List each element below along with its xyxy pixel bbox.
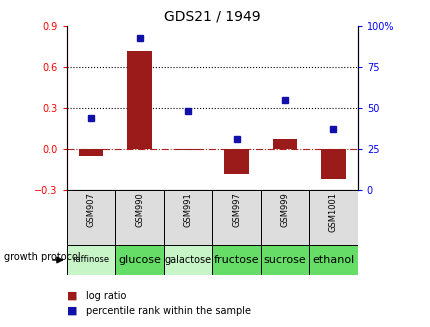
Text: glucose: glucose — [118, 255, 160, 265]
Bar — [127, 51, 151, 149]
Bar — [115, 245, 163, 275]
Text: GSM907: GSM907 — [86, 192, 95, 227]
Bar — [260, 190, 309, 245]
Text: GSM991: GSM991 — [183, 192, 192, 227]
Text: ■: ■ — [67, 291, 77, 301]
Text: growth protocol: growth protocol — [4, 252, 81, 262]
Bar — [163, 245, 212, 275]
Text: GSM1001: GSM1001 — [328, 192, 337, 232]
Bar — [212, 245, 260, 275]
Text: GSM990: GSM990 — [135, 192, 144, 227]
Text: sucrose: sucrose — [263, 255, 306, 265]
Bar — [175, 149, 200, 150]
Bar — [212, 190, 260, 245]
Title: GDS21 / 1949: GDS21 / 1949 — [163, 9, 260, 24]
Bar — [67, 190, 115, 245]
Text: log ratio: log ratio — [86, 291, 126, 301]
Text: raffinose: raffinose — [72, 255, 109, 265]
Text: ■: ■ — [67, 306, 77, 316]
Text: galactose: galactose — [164, 255, 211, 265]
Text: ethanol: ethanol — [312, 255, 354, 265]
Text: GSM999: GSM999 — [280, 192, 289, 227]
Bar — [309, 190, 357, 245]
Bar — [321, 149, 345, 179]
Text: GSM997: GSM997 — [231, 192, 240, 227]
Bar — [224, 149, 248, 174]
Bar — [79, 149, 103, 156]
Bar — [272, 139, 296, 149]
Bar — [163, 190, 212, 245]
Bar — [309, 245, 357, 275]
Bar — [115, 190, 163, 245]
Bar — [67, 245, 115, 275]
Text: percentile rank within the sample: percentile rank within the sample — [86, 306, 251, 316]
Bar — [260, 245, 309, 275]
Text: fructose: fructose — [213, 255, 259, 265]
